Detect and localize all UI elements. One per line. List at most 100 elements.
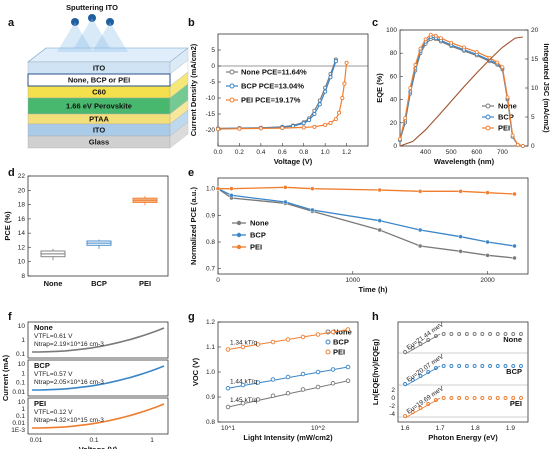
g-point-PEI [225,347,231,352]
g-xlabel: Light Intensity (mW/cm2) [243,433,333,442]
h-fit-PEI [404,397,441,419]
h-point-PEI [503,396,508,400]
g-point-None [285,391,291,396]
b-point-PEI [258,126,263,131]
ito-beam-2 [92,22,128,52]
b-legend-marker [229,69,235,75]
layer-side-6 [169,121,189,149]
h-name-BCP: BCP [506,367,522,376]
f-curve-PEI [32,403,165,429]
h-point-None [441,332,446,336]
g-point-PEI [345,327,351,332]
b-xtick-label: 1.0 [321,149,330,156]
h-eu-BCP: Eu=20.07 meV [406,353,446,384]
d-ytick-label: 20 [18,187,26,194]
b-xtick-label: 0.8 [299,149,308,156]
g-point-PEI [255,342,261,347]
b-legend-BCP: BCP PCE=13.04% [241,82,304,91]
g-slope-BCP: 1.44 kT/q [230,378,257,385]
e-point-PEI [377,187,382,193]
h-xtick-label: 1.8 [471,425,480,432]
panel-label-f: f [8,311,12,323]
c-point-PEI [433,33,438,38]
f-axes-None [27,321,169,359]
h-eu-None: Eu=21.44 meV [406,321,446,352]
b-point-BCP [317,102,322,107]
c-integrated-curve [399,36,523,147]
c-ytick-label: 40 [390,97,398,104]
h-ytick-label: 0 [391,395,395,402]
h-point-None [511,332,516,336]
h-ytick-label: -4 [389,411,395,418]
b-legend-marker [229,97,235,103]
layer-label-0: ITO [93,64,106,73]
f-axes-PEI [27,397,169,435]
h-point-BCP [403,382,407,386]
e-point-None [485,253,490,258]
d-ytick-label: 8 [21,273,25,280]
c-ytick-label: 20 [390,120,398,127]
b-point-PEI [323,122,328,127]
h-fit-None [404,333,441,355]
h-point-PEI [457,396,462,400]
e-point-PEI [485,190,490,195]
b-ylabel: Current Density (mA/cm2) [189,43,198,136]
h-point-None [480,332,485,336]
c-legend-BCP: BCP [498,113,514,122]
e-xtick-label: 0 [216,277,220,284]
h-xtick-label: 1.7 [436,425,445,432]
panel-label-g: g [188,311,195,323]
h-point-PEI [403,414,407,418]
c-xtick-label: 400 [420,149,431,156]
c-point-PEI [403,116,408,121]
b-point-PEI [215,126,221,132]
g-legend-None: None [333,328,352,337]
b-point-PEI [312,124,317,129]
f-ytick-label: 0.1 [16,413,25,420]
layer-label-1: None, BCP or PEI [68,76,130,85]
h-point-BCP [472,364,477,368]
e-point-PEI [512,191,517,197]
h-point-None [457,332,462,336]
b-point-BCP [328,75,333,80]
c-ytick-label: 80 [390,50,398,57]
b-legend-marker [229,83,235,89]
c-xtick-label: 600 [471,149,482,156]
h-point-PEI [519,396,523,400]
f-ntrap-None: Ntrap=2.19×10^16 cm-3 [34,341,104,348]
e-point-BCP [485,239,490,245]
h-axes [397,321,529,423]
g-point-BCP [240,382,246,388]
e-series-PEI [218,186,515,195]
d-category-PEI: PEI [139,279,151,288]
h-xlabel: Photon Energy (eV) [428,433,498,442]
d-ytick-label: 18 [18,202,26,209]
e-point-BCP [458,234,463,239]
ito-beam-1 [74,18,110,48]
c-point-PEI [515,142,520,147]
d-ytick-label: 22 [18,173,26,180]
b-point-PEI [301,125,306,130]
f-xlabel: Voltage (V) [79,445,118,449]
g-xtick-label: 10^1 [221,425,235,432]
g-point-None [315,384,321,390]
h-point-BCP [457,364,462,368]
d-category-None: None [44,279,63,288]
h-point-BCP [511,364,516,368]
e-point-BCP [417,227,423,233]
e-point-None [417,243,423,249]
f-ytick-label: 10 [18,361,26,368]
h-xtick-label: 1.9 [506,425,515,432]
c-ytick-label: 60 [390,73,398,80]
g-ytick-label: 0.9 [206,394,215,401]
g-legend-BCP: BCP [333,338,349,347]
e-point-None [512,255,517,261]
b-point-PEI [340,95,345,101]
f-name-BCP: BCP [34,361,50,370]
f-vtfl-PEI: VTFL=0.12 V [34,409,73,416]
layer-label-3: 1.66 eV Perovskite [66,102,132,111]
h-point-BCP [464,364,469,368]
c-legend-None: None [498,102,517,111]
f-ytick-label: 0.01 [12,389,25,396]
g-legend-PEI: PEI [333,348,345,357]
